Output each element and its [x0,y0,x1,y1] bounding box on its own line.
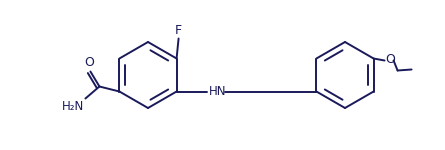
Text: F: F [175,24,182,38]
Text: H₂N: H₂N [62,99,85,112]
Text: O: O [85,57,94,69]
Text: O: O [385,53,396,66]
Text: HN: HN [209,85,226,98]
